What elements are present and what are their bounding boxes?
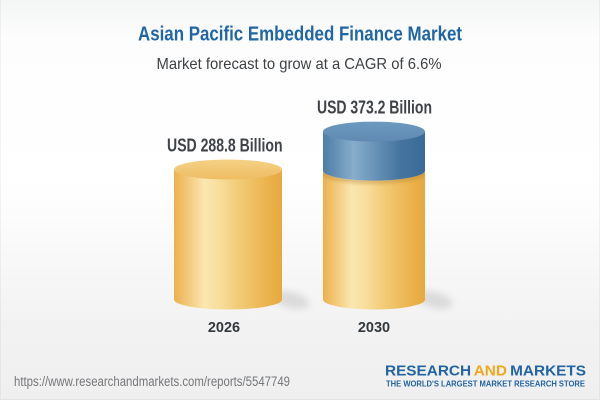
svg-text:THE WORLD'S LARGEST MARKET RES: THE WORLD'S LARGEST MARKET RESEARCH STOR… — [386, 379, 585, 389]
svg-text:https://www.researchandmarkets: https://www.researchandmarkets.com/repor… — [14, 374, 290, 389]
svg-text:2030: 2030 — [358, 320, 390, 336]
svg-text:USD 288.8 Billion: USD 288.8 Billion — [167, 135, 283, 155]
svg-text:RESEARCH AND MARKETS: RESEARCH AND MARKETS — [385, 363, 586, 379]
svg-text:USD 373.2 Billion: USD 373.2 Billion — [317, 98, 432, 118]
svg-text:Asian Pacific Embedded Finance: Asian Pacific Embedded Finance Market — [138, 24, 462, 46]
svg-text:2026: 2026 — [208, 320, 240, 336]
svg-text:Market forecast to grow at a C: Market forecast to grow at a CAGR of 6.6… — [157, 56, 442, 73]
